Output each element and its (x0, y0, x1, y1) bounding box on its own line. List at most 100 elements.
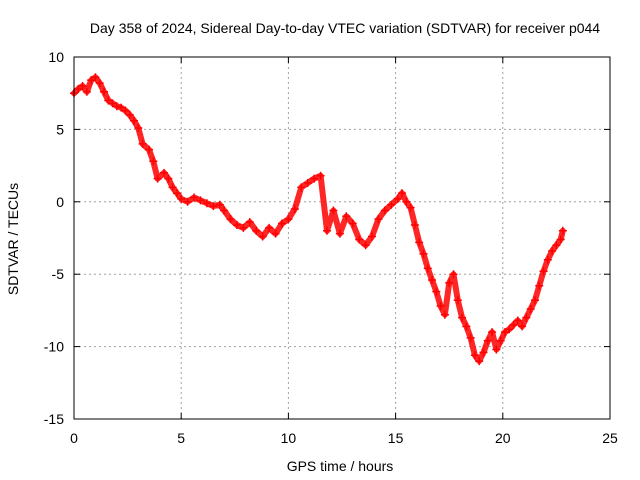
data-point (526, 304, 535, 313)
data-point (361, 241, 370, 250)
data-point (445, 278, 454, 287)
data-point (513, 316, 522, 325)
y-tick-label: -5 (52, 266, 65, 282)
data-point (453, 296, 462, 305)
data-point (387, 200, 396, 209)
data-point (423, 264, 432, 273)
data-point (428, 275, 437, 284)
axis-ticks: 0 5 10 15 20 25 -15 -10 -5 0 5 10 (44, 49, 618, 446)
data-point (258, 232, 267, 241)
data-point (492, 345, 501, 354)
x-tick-label: 20 (495, 430, 511, 446)
data-point (239, 223, 248, 232)
data-point (168, 183, 177, 192)
data-point (436, 302, 445, 311)
data-point (125, 110, 134, 119)
data-point (160, 168, 169, 177)
data-point (342, 212, 351, 221)
data-point (462, 322, 471, 331)
data-point (164, 174, 173, 183)
data-point (470, 351, 479, 360)
data-point (172, 189, 181, 198)
grid-lines (74, 57, 610, 419)
data-point (145, 145, 154, 154)
x-tick-label: 25 (602, 430, 618, 446)
data-point (329, 206, 338, 215)
data-point (374, 215, 383, 224)
data-point (505, 325, 514, 334)
data-points (70, 73, 567, 366)
data-point (215, 200, 224, 209)
y-tick-label: 5 (56, 121, 64, 137)
data-point (100, 87, 109, 96)
plot-border (73, 56, 611, 420)
data-point (153, 174, 162, 183)
data-point (466, 333, 475, 342)
y-tick-label: -15 (44, 411, 64, 427)
x-tick-label: 5 (177, 430, 185, 446)
data-point (548, 247, 557, 256)
data-point (138, 139, 147, 148)
data-point (271, 229, 280, 238)
y-tick-label: -10 (44, 339, 64, 355)
data-point (130, 116, 139, 125)
data-point (419, 249, 428, 258)
series-band (71, 74, 566, 365)
data-point (202, 199, 211, 208)
data-point (112, 102, 121, 111)
data-point (232, 220, 241, 229)
data-point (522, 313, 531, 322)
y-tick-label: 10 (48, 49, 64, 65)
data-point (322, 226, 331, 235)
data-point (121, 106, 130, 115)
data-point (265, 223, 274, 232)
data-point (380, 206, 389, 215)
data-point (535, 281, 544, 290)
data-point (558, 226, 567, 235)
data-point (368, 232, 377, 241)
data-point (74, 84, 83, 93)
data-point (543, 255, 552, 264)
data-point (196, 196, 205, 205)
data-point (104, 96, 113, 105)
data-point (297, 183, 306, 192)
data-point (406, 203, 415, 212)
y-axis-label: SDTVAR / TECUs (5, 183, 21, 295)
data-point (440, 310, 449, 319)
data-point (556, 235, 565, 244)
data-point (226, 215, 235, 224)
x-tick-label: 15 (388, 430, 404, 446)
data-point (539, 267, 548, 276)
data-point (149, 157, 158, 166)
data-point (552, 241, 561, 250)
x-axis-label: GPS time / hours (287, 458, 394, 474)
x-tick-label: 0 (70, 430, 78, 446)
data-point (190, 193, 199, 202)
data-point (183, 197, 192, 206)
data-point (82, 87, 91, 96)
data-point (277, 219, 286, 228)
data-point (398, 189, 407, 198)
data-point (402, 197, 411, 206)
data-point (355, 235, 364, 244)
data-point (393, 194, 402, 203)
data-point (117, 103, 126, 112)
data-point (410, 220, 419, 229)
data-point (509, 320, 518, 329)
data-point (530, 296, 539, 305)
data-point (518, 322, 527, 331)
data-point (290, 205, 299, 214)
data-point (449, 270, 458, 279)
data-point (488, 328, 497, 337)
data-point (479, 348, 488, 357)
data-point (87, 76, 96, 85)
data-point (252, 226, 261, 235)
data-point (177, 194, 186, 203)
data-point (335, 229, 344, 238)
data-point (91, 73, 100, 82)
data-point (245, 218, 254, 227)
data-point (95, 79, 104, 88)
chart-title: Day 358 of 2024, Sidereal Day-to-day VTE… (90, 20, 600, 36)
data-point (483, 336, 492, 345)
